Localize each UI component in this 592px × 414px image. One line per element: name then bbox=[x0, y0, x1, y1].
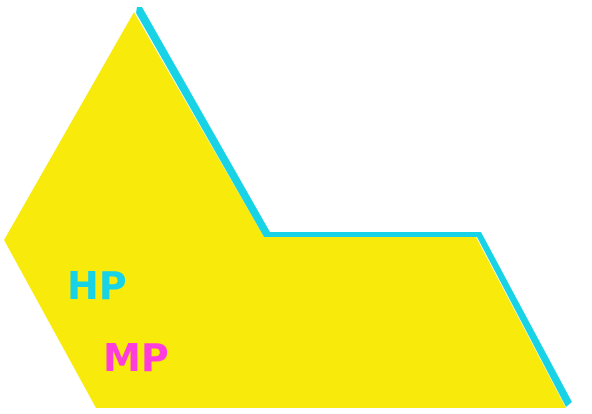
yellow-panel-shape bbox=[4, 12, 566, 408]
mp-label: MP bbox=[103, 336, 169, 380]
hp-label: HP bbox=[67, 264, 127, 308]
